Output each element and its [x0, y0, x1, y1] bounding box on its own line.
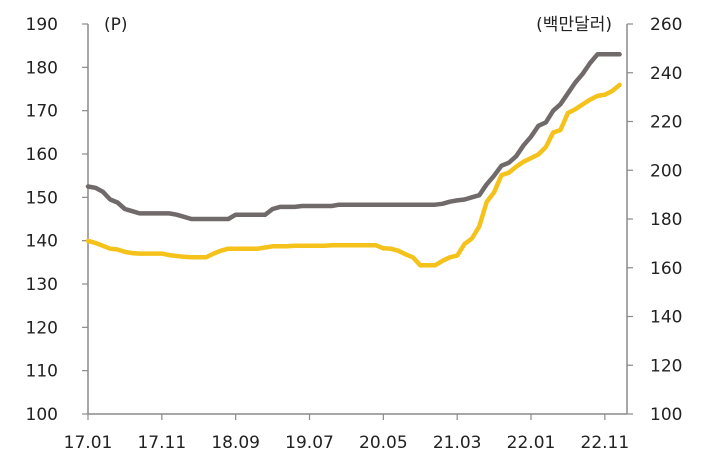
right-tick-label: 220: [650, 113, 682, 133]
x-axis: 17.01 17.11 18.09 19.07 20.05 21.03 22.01 22.11: [64, 413, 630, 453]
x-tick-label: 18.09: [211, 433, 260, 453]
right-tick-label: 180: [650, 210, 682, 230]
left-tick-label: 130: [26, 275, 58, 295]
left-tick-label: 160: [26, 145, 58, 165]
left-tick-label: 120: [26, 318, 58, 338]
x-tick-label: 19.07: [285, 433, 334, 453]
x-tick-label: 17.01: [64, 433, 113, 453]
right-tick-label: 200: [650, 161, 682, 181]
x-tick-label: 20.05: [359, 433, 408, 453]
right-y-axis: 100 120 140 160 180 200 220 240 260: [626, 15, 682, 425]
x-tick-label: 22.01: [507, 433, 556, 453]
left-tick-label: 170: [26, 102, 58, 122]
left-tick-label: 190: [26, 15, 58, 35]
series-line-right-axis: [85, 82, 622, 268]
x-tick-label: 22.11: [581, 433, 630, 453]
x-tick-label: 17.11: [137, 433, 186, 453]
left-tick-label: 150: [26, 188, 58, 208]
left-tick-label: 140: [26, 232, 58, 252]
right-tick-label: 140: [650, 308, 682, 328]
right-tick-label: 120: [650, 356, 682, 376]
left-y-axis: 100 110 120 130 140 150 160 170 180 190: [26, 15, 89, 425]
left-tick-label: 180: [26, 58, 58, 78]
series-layer: [85, 52, 622, 268]
left-tick-label: 110: [26, 362, 58, 382]
x-tick-label: 21.03: [433, 433, 482, 453]
series-line-left-axis: [85, 52, 622, 222]
right-axis-unit: (백만달러): [536, 15, 612, 35]
left-tick-label: 100: [26, 405, 58, 425]
right-tick-label: 260: [650, 15, 682, 35]
right-tick-label: 240: [650, 64, 682, 84]
right-tick-label: 160: [650, 259, 682, 279]
right-tick-label: 100: [650, 405, 682, 425]
left-axis-unit: (P): [104, 15, 128, 35]
